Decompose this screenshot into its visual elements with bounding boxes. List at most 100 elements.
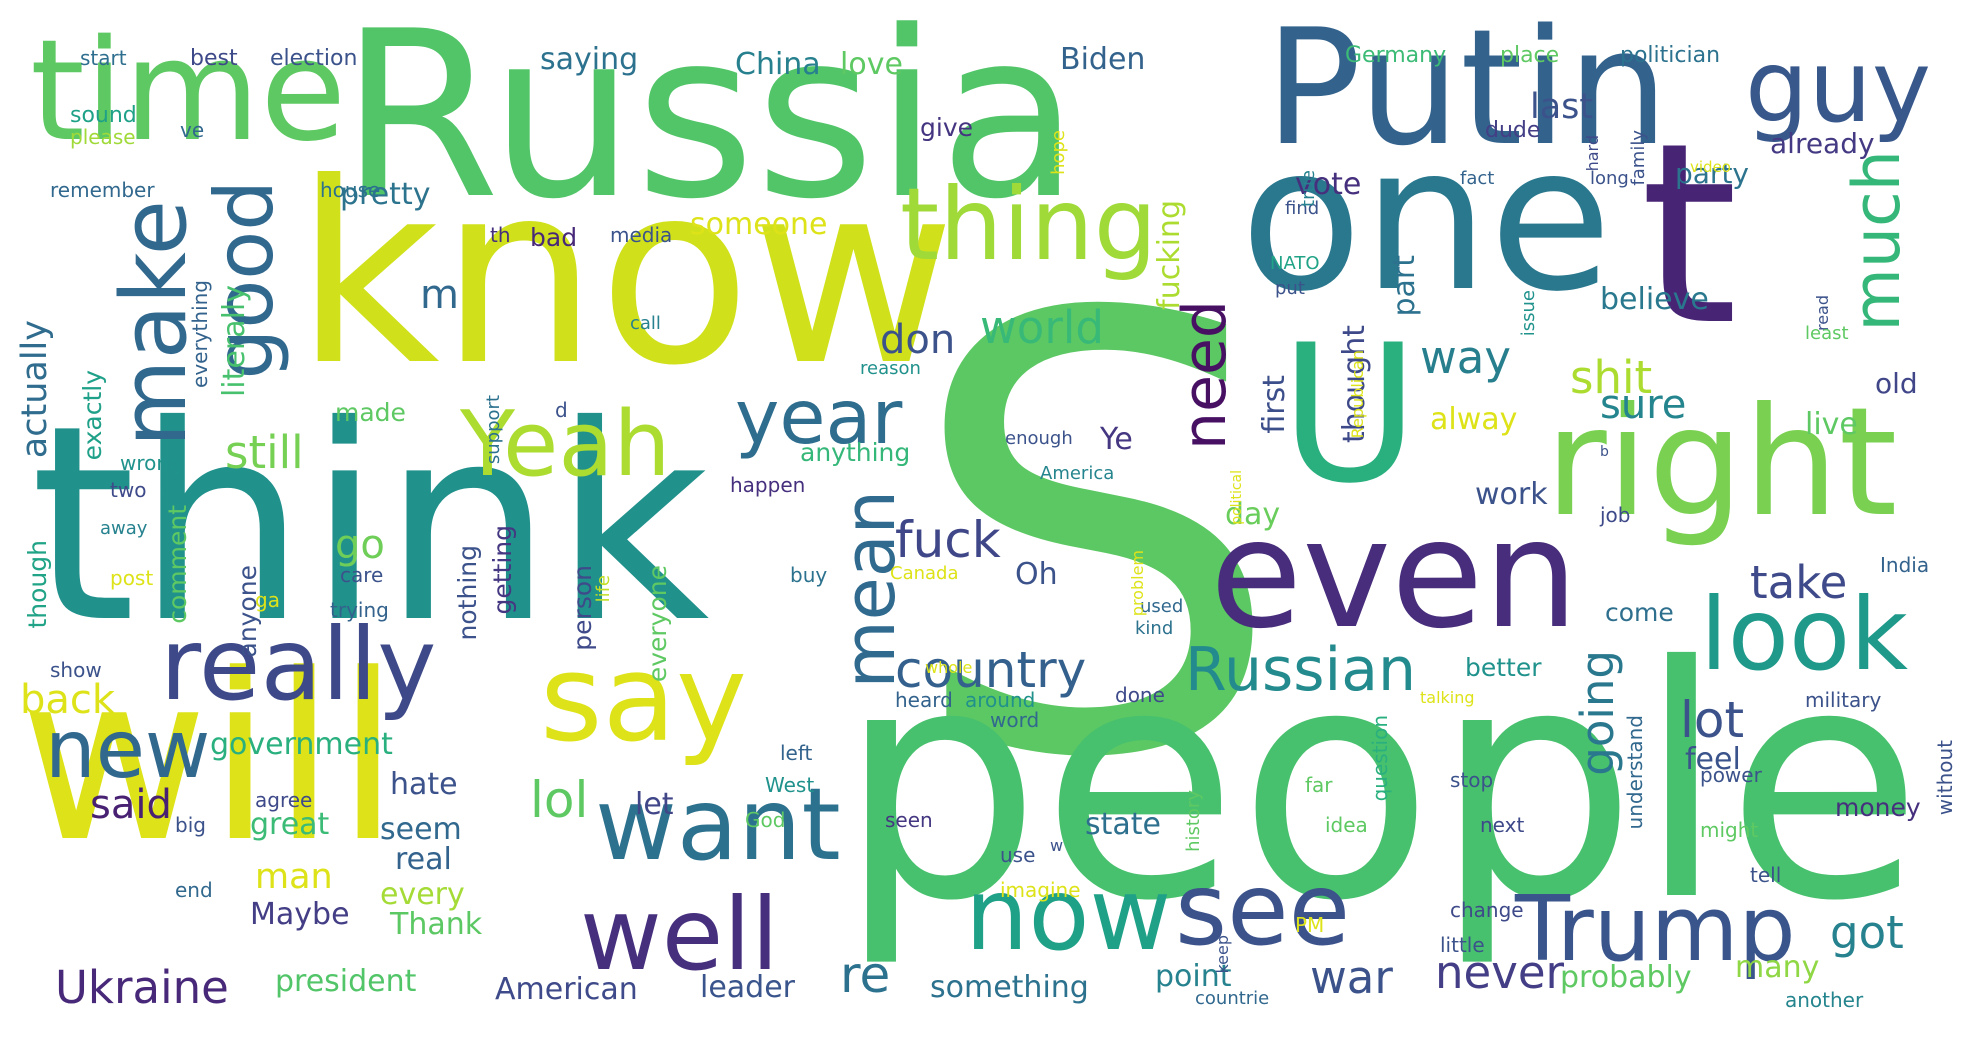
word-oh: Oh (1015, 557, 1058, 592)
word-house: house (320, 178, 381, 202)
word-m: m (420, 272, 459, 318)
word-fucking: fucking (1152, 200, 1187, 310)
word-know: know (295, 129, 956, 420)
word-back: back (20, 677, 116, 723)
word-bad: bad (530, 223, 578, 252)
word-reason: reason (860, 358, 921, 379)
word-love: love (840, 47, 903, 82)
word-make: make (102, 200, 207, 448)
word-maybe: Maybe (250, 897, 350, 932)
word-new: new (45, 703, 211, 796)
word-man: man (255, 857, 333, 897)
word-go: go (335, 522, 385, 568)
word-american: American (495, 972, 638, 1007)
word-start: start (80, 46, 127, 70)
word-hard: hard (1583, 135, 1602, 172)
word-feel: feel (1685, 742, 1741, 777)
word-two: two (110, 478, 147, 502)
word-left: left (780, 741, 813, 765)
word-old: old (1875, 367, 1918, 400)
word-canada: Canada (890, 563, 959, 584)
word-will: will (20, 626, 400, 893)
word-getting: getting (488, 525, 517, 615)
word-stop: stop (1450, 768, 1494, 792)
word-don: don (880, 317, 956, 363)
word-someone: someone (690, 207, 828, 242)
word-ga: ga (255, 588, 280, 612)
word-pm: PM (1295, 913, 1325, 937)
word-never: never (1435, 946, 1565, 999)
word-post: post (110, 566, 154, 590)
word-day: day (1225, 497, 1281, 532)
word-true: true (1298, 170, 1319, 207)
word-nato: NATO (1270, 253, 1320, 274)
word-far: far (1305, 773, 1333, 797)
word-used: used (1140, 596, 1184, 617)
word-whole: whole (925, 658, 973, 677)
word-anything: anything (800, 438, 911, 467)
word-show: show (50, 658, 102, 682)
word-another: another (1785, 988, 1864, 1012)
word-real: real (395, 842, 452, 877)
word-happen: happen (730, 473, 806, 497)
word-might: might (1700, 818, 1759, 842)
word-change: change (1450, 898, 1524, 922)
word-come: come (1605, 598, 1674, 627)
word-wrong: wrong (120, 451, 182, 475)
word-person: person (568, 565, 597, 651)
word-fuck: fuck (895, 511, 1001, 569)
word-pretty: pretty (340, 177, 431, 212)
word-last: last (1530, 87, 1594, 127)
word-guy: guy (1745, 28, 1932, 145)
word-think: think (30, 367, 710, 682)
word-let: let (635, 787, 674, 822)
word-imagine: imagine (1000, 878, 1081, 902)
word-lol: lol (530, 771, 589, 829)
word-take: take (1750, 556, 1848, 609)
word-d: d (555, 398, 568, 422)
word-shit: shit (1570, 351, 1653, 404)
word-hope: hope (1048, 130, 1069, 175)
word-without: without (1933, 740, 1957, 816)
word-saying: saying (540, 42, 639, 77)
word-work: work (1475, 477, 1548, 512)
word-media: media (610, 223, 673, 247)
word-trying: trying (330, 598, 389, 622)
word-america: America (1040, 463, 1115, 484)
word-vote: vote (1295, 167, 1362, 202)
word-made: made (335, 398, 406, 427)
word-u: U (1280, 304, 1420, 525)
word-call: call (630, 313, 661, 334)
word-still: still (225, 426, 304, 479)
word-countrie: countrie (1195, 988, 1270, 1009)
word-find: find (1285, 198, 1320, 219)
word-look: look (1700, 576, 1909, 693)
word-exactly: exactly (78, 370, 107, 461)
word-thank: Thank (390, 907, 483, 942)
word-family: family (1628, 130, 1649, 186)
word-hate: hate (390, 767, 458, 802)
word-job: job (1600, 503, 1631, 527)
word-political: political (1229, 470, 1245, 525)
word-ukraine: Ukraine (55, 961, 229, 1014)
word-re: re (840, 946, 891, 1004)
word-election: election (270, 46, 358, 71)
word-t: t (1640, 89, 1739, 380)
word-government: government (210, 727, 393, 762)
word-though: though (23, 540, 52, 629)
word-tell: tell (1750, 863, 1782, 887)
word-party: party (1675, 157, 1749, 190)
word-nothing: nothing (453, 545, 482, 641)
word-sure: sure (1600, 382, 1687, 428)
word-many: many (1735, 950, 1820, 985)
word-war: war (1310, 951, 1393, 1004)
word-alway: alway (1430, 402, 1518, 437)
word-really: really (160, 606, 437, 723)
word-already: already (1770, 127, 1875, 160)
word-going: going (1571, 650, 1624, 776)
word-now: now (965, 856, 1172, 973)
word-understand: understand (1623, 715, 1647, 830)
word-way: way (1420, 331, 1512, 384)
word-idea: idea (1325, 813, 1368, 837)
word-best: best (190, 46, 238, 71)
